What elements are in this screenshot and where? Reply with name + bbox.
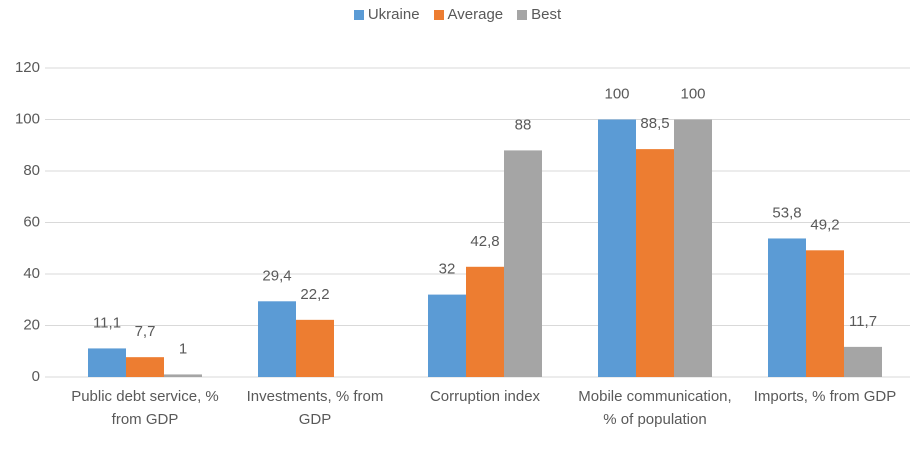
x-tick-label: Public debt service, % from GDP xyxy=(71,388,219,428)
data-label: 88,5 xyxy=(640,115,669,132)
y-tick-label: 0 xyxy=(32,368,40,385)
x-tick-label: Imports, % from GDP xyxy=(753,388,897,405)
data-label: 7,7 xyxy=(135,323,156,340)
y-tick-label: 20 xyxy=(23,316,40,333)
y-tick-label: 60 xyxy=(23,213,40,230)
data-label: 88 xyxy=(515,116,532,133)
bar xyxy=(296,319,334,377)
data-label: 11,7 xyxy=(849,313,877,330)
bar xyxy=(768,238,806,377)
bar xyxy=(258,301,296,377)
legend-swatch xyxy=(517,9,528,20)
data-label: 29,4 xyxy=(262,267,291,284)
data-label: 53,8 xyxy=(772,204,801,221)
bar xyxy=(844,346,882,377)
legend-item: Ukraine xyxy=(353,6,420,23)
legend-label: Ukraine xyxy=(367,6,420,23)
legend-label: Average xyxy=(447,6,504,23)
data-label: 42,8 xyxy=(470,233,499,250)
data-label: 1 xyxy=(179,340,187,357)
data-label: 49,2 xyxy=(810,216,839,233)
legend-item: Average xyxy=(433,6,504,23)
data-label: 11,1 xyxy=(93,314,121,331)
x-tick-label: Mobile communication, % of population xyxy=(578,388,732,428)
bar xyxy=(636,149,674,377)
x-tick-label: Corruption index xyxy=(429,388,541,405)
bar xyxy=(164,374,202,377)
y-tick-label: 80 xyxy=(23,162,40,179)
y-tick-label: 100 xyxy=(15,110,40,127)
legend: Ukraine Average Best xyxy=(0,6,915,23)
data-label: 32 xyxy=(439,261,456,278)
bar xyxy=(504,150,542,377)
data-label: 100 xyxy=(680,85,705,102)
data-label: 100 xyxy=(604,85,629,102)
y-tick-label: 120 xyxy=(15,59,40,76)
legend-item: Best xyxy=(517,6,561,23)
y-tick-label: 40 xyxy=(23,265,40,282)
bar xyxy=(466,266,504,377)
bar xyxy=(598,119,636,377)
legend-label: Best xyxy=(531,6,562,23)
data-label: 22,2 xyxy=(300,286,329,303)
x-tick-label: Investments, % from GDP xyxy=(246,388,384,428)
bar xyxy=(806,250,844,377)
legend-swatch xyxy=(353,9,364,20)
bar xyxy=(88,348,126,377)
bar xyxy=(126,357,164,377)
bar xyxy=(674,119,712,377)
bar xyxy=(428,294,466,377)
legend-swatch xyxy=(433,9,444,20)
